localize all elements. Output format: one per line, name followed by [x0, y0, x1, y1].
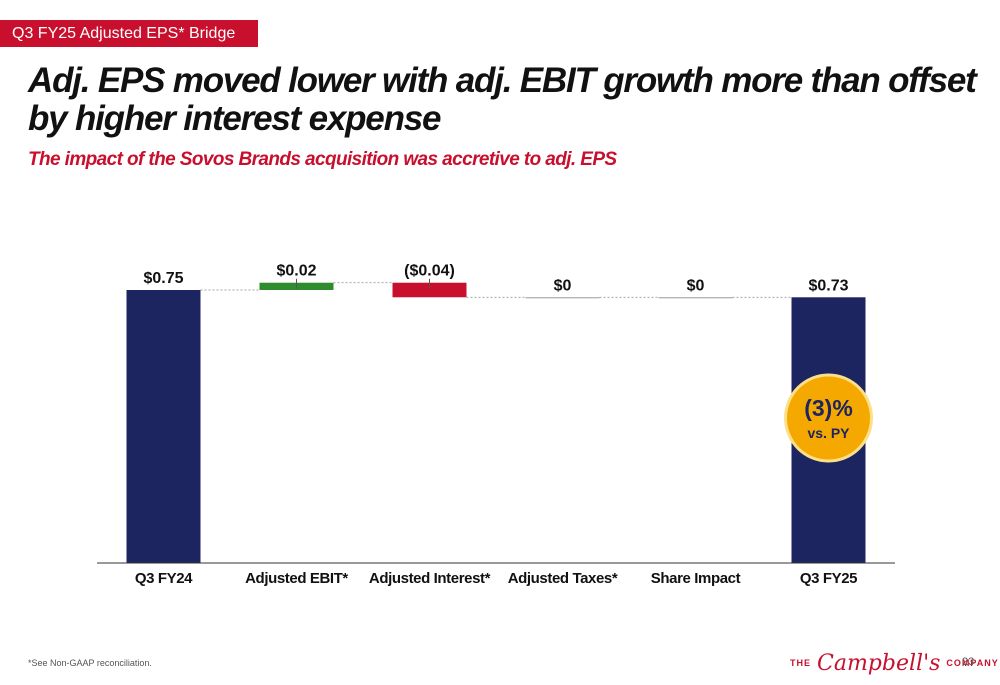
logo-company: COMPANY [946, 658, 999, 668]
data-label: $0 [687, 277, 705, 294]
footnote: *See Non-GAAP reconciliation. [28, 658, 152, 668]
logo-script: Campbell's [817, 650, 941, 676]
logo-the: THE [790, 658, 811, 668]
bar-3 [392, 282, 467, 298]
headline: Adj. EPS moved lower with adj. EBIT grow… [28, 61, 977, 138]
data-label: $0 [554, 277, 572, 294]
data-label: $0.02 [276, 263, 316, 280]
section-tag: Q3 FY25 Adjusted EPS* Bridge [0, 20, 258, 47]
category-label: Q3 FY25 [800, 570, 857, 587]
category-label: Adjusted EBIT* [245, 570, 348, 587]
campbells-logo: THE Campbell's COMPANY [790, 648, 998, 678]
page-number: 23 [962, 656, 975, 668]
callout-value: (3)% [804, 395, 853, 421]
subheadline: The impact of the Sovos Brands acquisiti… [28, 149, 617, 170]
category-label: Share Impact [651, 570, 741, 587]
bar-4 [525, 297, 600, 299]
category-label: Q3 FY24 [135, 570, 193, 587]
bar-1 [126, 290, 201, 563]
bar-5 [658, 297, 733, 299]
data-label: $0.75 [143, 270, 183, 287]
category-label: Adjusted Taxes* [508, 570, 618, 587]
category-label: Adjusted Interest* [369, 570, 491, 587]
data-label: ($0.04) [404, 263, 455, 280]
callout-circle [784, 373, 873, 463]
callout-label: vs. PY [807, 425, 850, 441]
data-label: $0.73 [808, 277, 848, 294]
